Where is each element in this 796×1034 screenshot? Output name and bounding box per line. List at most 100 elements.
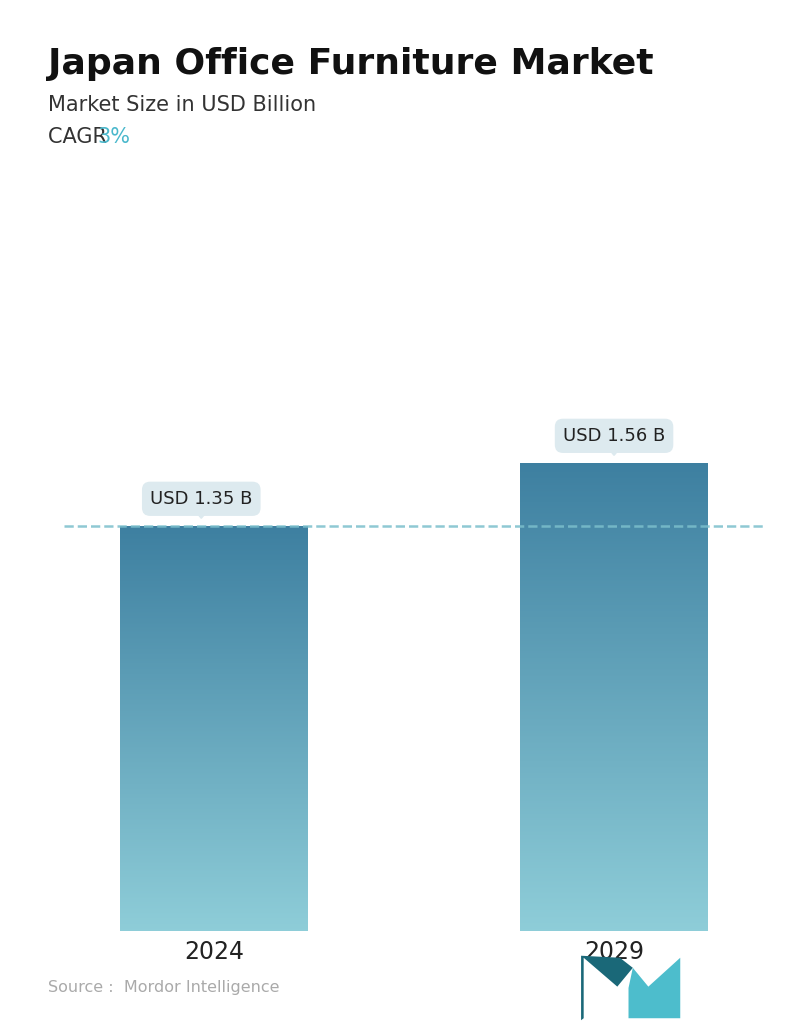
Bar bbox=[521, 774, 708, 777]
Bar bbox=[521, 901, 708, 903]
Bar bbox=[120, 650, 307, 651]
Bar bbox=[521, 590, 708, 592]
Bar bbox=[521, 469, 708, 470]
Bar bbox=[521, 820, 708, 821]
Bar bbox=[521, 906, 708, 907]
Bar bbox=[521, 600, 708, 602]
Bar bbox=[521, 651, 708, 653]
Bar bbox=[120, 582, 307, 584]
Bar bbox=[120, 708, 307, 709]
Bar bbox=[120, 790, 307, 792]
Bar bbox=[120, 710, 307, 712]
Bar bbox=[521, 504, 708, 505]
Bar bbox=[120, 878, 307, 879]
Bar bbox=[521, 631, 708, 633]
Bar bbox=[521, 688, 708, 689]
Bar bbox=[120, 569, 307, 571]
Bar bbox=[120, 701, 307, 702]
Bar bbox=[120, 625, 307, 626]
Bar bbox=[120, 526, 307, 527]
Bar bbox=[120, 807, 307, 808]
Bar bbox=[521, 538, 708, 539]
Bar bbox=[521, 463, 708, 464]
Bar bbox=[120, 879, 307, 881]
Bar bbox=[521, 811, 708, 812]
Bar bbox=[521, 592, 708, 594]
Bar bbox=[521, 615, 708, 617]
Bar bbox=[120, 723, 307, 724]
Bar bbox=[521, 678, 708, 679]
Bar bbox=[521, 725, 708, 726]
Bar bbox=[120, 865, 307, 868]
Bar bbox=[120, 619, 307, 620]
Bar bbox=[521, 713, 708, 716]
Bar bbox=[521, 694, 708, 695]
Bar bbox=[521, 865, 708, 866]
Bar bbox=[120, 668, 307, 669]
Bar bbox=[521, 802, 708, 804]
Bar bbox=[521, 620, 708, 621]
Bar bbox=[521, 670, 708, 672]
Bar bbox=[120, 717, 307, 718]
Bar bbox=[120, 733, 307, 735]
Bar bbox=[521, 885, 708, 887]
Bar bbox=[120, 683, 307, 685]
Bar bbox=[521, 587, 708, 589]
Bar bbox=[521, 544, 708, 546]
Bar bbox=[120, 863, 307, 864]
Bar bbox=[120, 793, 307, 794]
Bar bbox=[120, 905, 307, 907]
Bar bbox=[120, 702, 307, 704]
Bar bbox=[521, 552, 708, 553]
Bar bbox=[521, 710, 708, 712]
Bar bbox=[120, 731, 307, 732]
Bar bbox=[521, 473, 708, 474]
Bar bbox=[521, 597, 708, 599]
Bar bbox=[521, 704, 708, 706]
Bar bbox=[120, 665, 307, 666]
Bar bbox=[521, 555, 708, 556]
Bar bbox=[521, 723, 708, 725]
Bar bbox=[120, 782, 307, 784]
Bar bbox=[521, 720, 708, 722]
Bar bbox=[521, 645, 708, 647]
Bar bbox=[120, 657, 307, 658]
Bar bbox=[120, 700, 307, 701]
Bar bbox=[120, 901, 307, 903]
Bar bbox=[120, 693, 307, 695]
Bar bbox=[120, 860, 307, 861]
Bar bbox=[521, 743, 708, 746]
Bar bbox=[521, 480, 708, 482]
Bar bbox=[120, 553, 307, 554]
Bar bbox=[521, 726, 708, 728]
Bar bbox=[521, 507, 708, 508]
Bar bbox=[120, 732, 307, 733]
Bar bbox=[521, 483, 708, 485]
Bar bbox=[521, 719, 708, 720]
Bar bbox=[120, 819, 307, 820]
Bar bbox=[120, 527, 307, 528]
Bar bbox=[521, 746, 708, 747]
Bar bbox=[120, 714, 307, 717]
Bar bbox=[120, 671, 307, 673]
Bar bbox=[521, 486, 708, 488]
Bar bbox=[120, 798, 307, 799]
Bar bbox=[120, 923, 307, 925]
Bar bbox=[120, 910, 307, 912]
Bar bbox=[120, 585, 307, 586]
Bar bbox=[120, 528, 307, 529]
Bar bbox=[521, 630, 708, 631]
Bar bbox=[521, 893, 708, 894]
Bar bbox=[521, 522, 708, 523]
Bar bbox=[120, 833, 307, 834]
Bar bbox=[521, 639, 708, 641]
Bar bbox=[120, 688, 307, 689]
Bar bbox=[120, 584, 307, 585]
Bar bbox=[120, 774, 307, 776]
Bar bbox=[120, 580, 307, 581]
Bar bbox=[521, 618, 708, 620]
Bar bbox=[120, 658, 307, 660]
Bar bbox=[521, 780, 708, 781]
Bar bbox=[120, 697, 307, 699]
Bar bbox=[521, 728, 708, 729]
